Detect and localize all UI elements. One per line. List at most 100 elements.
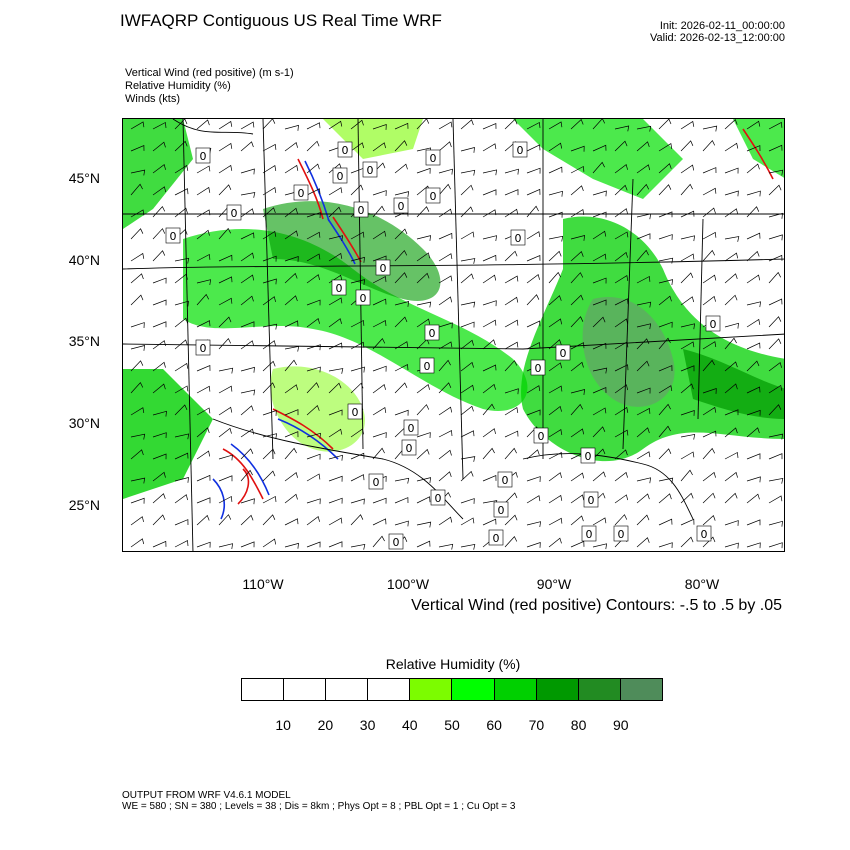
wind-barb xyxy=(152,493,166,504)
wind-barb xyxy=(306,231,321,240)
wind-barb xyxy=(350,319,365,328)
wind-barb xyxy=(504,250,518,262)
wind-barb xyxy=(592,543,608,550)
wind-barb xyxy=(262,360,276,372)
wind-barb xyxy=(482,447,495,460)
wind-barb xyxy=(218,184,232,196)
wind-barb xyxy=(658,257,674,264)
wind-barb xyxy=(482,339,496,350)
wind-barb xyxy=(768,477,784,484)
wind-barb xyxy=(548,405,562,416)
wind-barb xyxy=(482,143,497,152)
contour-label: 0 xyxy=(231,207,238,220)
wind-barb xyxy=(306,163,320,174)
wind-barb xyxy=(350,184,364,196)
wind-barb xyxy=(724,294,738,306)
wind-barb xyxy=(306,404,320,416)
colorbar-swatch xyxy=(368,679,411,700)
wind-barb xyxy=(130,407,145,416)
colorbar-swatch xyxy=(452,679,495,700)
wind-barb xyxy=(724,409,739,416)
wind-barb xyxy=(724,119,738,130)
contour-label: 0 xyxy=(373,476,380,489)
wind-barb xyxy=(724,337,737,350)
wind-barb xyxy=(460,543,476,550)
lon-label-80w: 80°W xyxy=(684,576,720,592)
wind-barb xyxy=(768,520,783,527)
wind-barb xyxy=(768,169,784,176)
wind-barb xyxy=(680,536,694,548)
wind-barb xyxy=(658,163,672,174)
wind-barb xyxy=(306,318,320,328)
wind-barb xyxy=(614,251,628,262)
wind-barb xyxy=(570,389,586,395)
wind-barb xyxy=(130,538,145,548)
wind-barb xyxy=(746,120,761,130)
wind-barb xyxy=(614,184,628,196)
wind-barb xyxy=(218,475,233,482)
wind-barb xyxy=(724,451,739,460)
wind-barb xyxy=(218,337,232,350)
wind-barb xyxy=(768,453,783,460)
wind-barb xyxy=(548,472,562,482)
wind-barb xyxy=(152,205,166,218)
wind-barb xyxy=(526,409,541,416)
contour-label-box xyxy=(353,201,369,218)
wind-barb xyxy=(592,190,607,197)
wind-barb xyxy=(416,477,432,483)
wind-barb xyxy=(394,341,409,350)
wind-barb xyxy=(350,256,365,263)
wind-barb xyxy=(328,318,342,328)
wind-barb xyxy=(174,273,188,284)
wind-barb xyxy=(438,253,453,262)
wind-barb xyxy=(768,542,783,549)
wind-barb xyxy=(636,301,652,308)
wind-barb xyxy=(526,231,541,240)
wind-barb xyxy=(394,301,410,307)
wind-barb xyxy=(262,207,276,218)
contour-label: 0 xyxy=(618,528,625,541)
wind-barb xyxy=(262,495,277,504)
wind-barb xyxy=(768,316,782,328)
wind-barb xyxy=(526,274,540,284)
contour-label-box xyxy=(195,147,211,164)
colorbar-swatch xyxy=(410,679,453,700)
wind-barb xyxy=(262,538,277,548)
wind-barb xyxy=(614,275,629,284)
wind-barb xyxy=(592,253,607,262)
valid-time: Valid: 2026-02-13_12:00:00 xyxy=(650,32,785,44)
wind-barb xyxy=(218,385,233,394)
wind-barb xyxy=(218,543,234,550)
wind-barb xyxy=(196,474,211,482)
wind-barb xyxy=(636,477,652,484)
wind-barb xyxy=(702,406,717,416)
wind-barb xyxy=(196,293,210,306)
wind-barb xyxy=(240,208,255,218)
contour-label-box xyxy=(195,339,211,356)
wind-barb xyxy=(372,142,386,152)
colorbar-swatch xyxy=(620,679,662,700)
wind-barb xyxy=(196,119,210,130)
wind-barb xyxy=(240,366,255,373)
wind-barb xyxy=(570,294,584,306)
wind-barb xyxy=(174,452,189,460)
contour-label-box xyxy=(401,439,417,456)
wind-barb xyxy=(438,406,453,416)
wind-barb xyxy=(196,497,211,504)
wind-barb xyxy=(746,360,760,372)
wind-barb xyxy=(526,385,541,394)
wind-barb xyxy=(130,381,144,394)
wind-barb xyxy=(526,495,541,504)
wind-barb xyxy=(284,256,299,262)
wind-barb xyxy=(306,344,321,351)
wind-barb xyxy=(482,518,497,526)
wind-barb xyxy=(482,383,496,394)
wind-barb xyxy=(746,409,761,416)
colorbar-title: Relative Humidity (%) xyxy=(385,656,521,672)
wind-barb xyxy=(306,541,321,548)
contour-label: 0 xyxy=(710,318,717,331)
wind-barb xyxy=(768,184,782,196)
weather-map: 0 0 0 0 0 0 0 0 0 0 0 0 0 0 0 0 0 0 0 0 0 0 0 0 0 0 0 0 0 0 0 0 0 0 0 0 0 xyxy=(122,118,785,552)
wind-barb xyxy=(636,493,650,504)
wind-barb xyxy=(548,190,563,197)
